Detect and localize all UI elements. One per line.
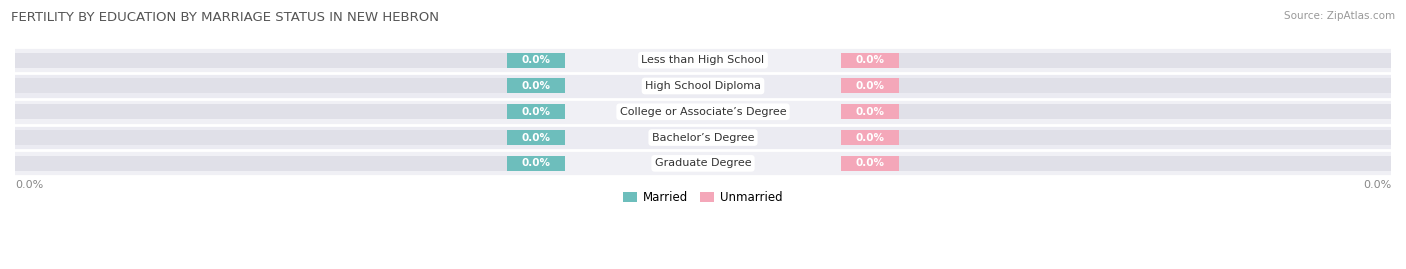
Text: High School Diploma: High School Diploma <box>645 81 761 91</box>
Bar <box>841 130 898 145</box>
Bar <box>508 156 565 171</box>
Bar <box>898 156 1391 171</box>
Text: 0.0%: 0.0% <box>855 81 884 91</box>
Bar <box>841 79 898 93</box>
Bar <box>15 47 1391 73</box>
Legend: Married, Unmarried: Married, Unmarried <box>619 187 787 209</box>
Bar <box>15 73 1391 99</box>
Bar <box>508 53 565 68</box>
Bar <box>15 150 1391 176</box>
Bar <box>508 104 565 119</box>
Bar <box>841 104 898 119</box>
Text: 0.0%: 0.0% <box>855 107 884 117</box>
Bar <box>15 79 508 93</box>
Bar <box>15 104 508 119</box>
Bar <box>15 130 508 145</box>
Text: Bachelor’s Degree: Bachelor’s Degree <box>652 133 754 143</box>
Bar <box>841 53 898 68</box>
Bar <box>508 79 565 93</box>
Text: Graduate Degree: Graduate Degree <box>655 158 751 168</box>
Bar <box>898 79 1391 93</box>
Text: 0.0%: 0.0% <box>522 133 551 143</box>
Bar <box>898 53 1391 68</box>
Bar <box>508 130 565 145</box>
Text: 0.0%: 0.0% <box>855 133 884 143</box>
Bar <box>15 53 508 68</box>
Text: 0.0%: 0.0% <box>15 180 44 190</box>
Bar <box>841 156 898 171</box>
Text: 0.0%: 0.0% <box>855 158 884 168</box>
Text: Less than High School: Less than High School <box>641 55 765 65</box>
Text: 0.0%: 0.0% <box>522 81 551 91</box>
Bar <box>898 104 1391 119</box>
Bar <box>15 156 508 171</box>
Text: FERTILITY BY EDUCATION BY MARRIAGE STATUS IN NEW HEBRON: FERTILITY BY EDUCATION BY MARRIAGE STATU… <box>11 11 439 24</box>
Bar <box>15 99 1391 125</box>
Bar <box>15 125 1391 150</box>
Text: Source: ZipAtlas.com: Source: ZipAtlas.com <box>1284 11 1395 21</box>
Text: 0.0%: 0.0% <box>1362 180 1391 190</box>
Text: 0.0%: 0.0% <box>522 107 551 117</box>
Bar <box>898 130 1391 145</box>
Text: 0.0%: 0.0% <box>855 55 884 65</box>
Text: College or Associate’s Degree: College or Associate’s Degree <box>620 107 786 117</box>
Text: 0.0%: 0.0% <box>522 55 551 65</box>
Text: 0.0%: 0.0% <box>522 158 551 168</box>
